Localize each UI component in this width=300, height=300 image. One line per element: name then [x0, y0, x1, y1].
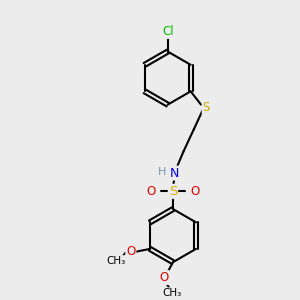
Text: O: O — [126, 245, 136, 258]
Text: S: S — [169, 185, 177, 198]
Text: CH₃: CH₃ — [106, 256, 126, 266]
Text: Cl: Cl — [162, 25, 173, 38]
Text: O: O — [190, 185, 199, 198]
Text: O: O — [160, 271, 169, 284]
Text: H: H — [158, 167, 166, 177]
Text: O: O — [147, 185, 156, 198]
Text: N: N — [170, 167, 179, 180]
Text: S: S — [202, 101, 210, 114]
Text: CH₃: CH₃ — [162, 288, 181, 298]
